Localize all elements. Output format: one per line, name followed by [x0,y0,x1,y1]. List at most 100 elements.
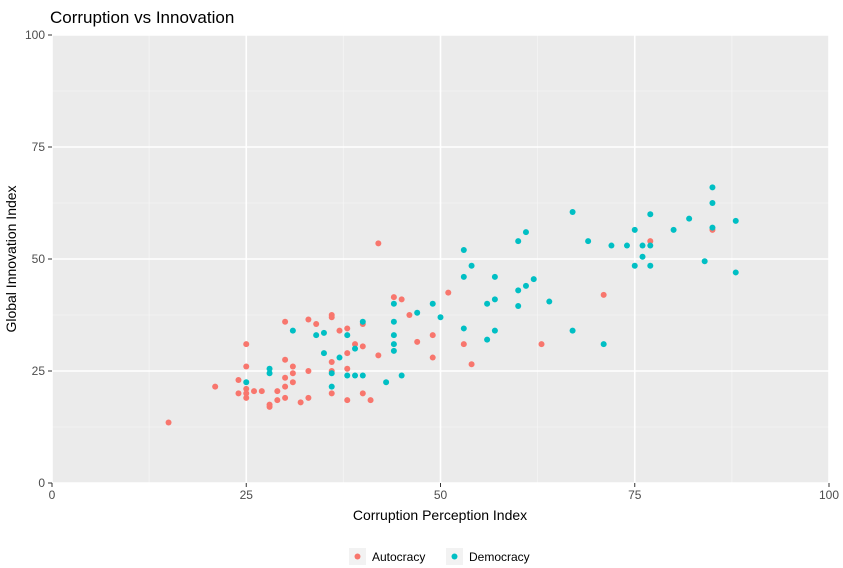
data-point-democracy [515,287,522,294]
data-point-autocracy [328,390,335,397]
data-point-democracy [639,253,646,260]
x-axis-title: Corruption Perception Index [353,507,527,523]
data-point-autocracy [647,238,654,245]
data-point-democracy [414,309,421,316]
y-tick-label: 100 [25,28,45,42]
data-point-democracy [491,327,498,334]
data-point-democracy [390,318,397,325]
data-point-autocracy [600,291,607,298]
data-point-democracy [639,242,646,249]
data-point-democracy [336,354,343,361]
legend-label-autocracy: Autocracy [372,550,425,564]
x-tick-label: 25 [240,488,254,502]
data-point-democracy [647,211,654,218]
data-point-autocracy [243,394,250,401]
data-point-democracy [546,298,553,305]
data-point-democracy [320,329,327,336]
data-point-democracy [313,332,320,339]
data-point-autocracy [460,341,467,348]
data-point-democracy [569,208,576,215]
data-point-autocracy [359,390,366,397]
data-point-autocracy [429,354,436,361]
data-point-democracy [709,184,716,191]
data-point-autocracy [165,419,172,426]
y-tick-label: 0 [38,476,45,490]
y-tick-label: 25 [32,364,46,378]
data-point-autocracy [344,397,351,404]
data-point-autocracy [375,352,382,359]
legend: Autocracy Democracy [349,548,530,565]
data-point-democracy [585,238,592,245]
data-point-democracy [732,217,739,224]
data-point-democracy [390,332,397,339]
data-point-autocracy [352,341,359,348]
data-point-democracy [631,262,638,269]
data-point-autocracy [274,397,281,404]
data-point-autocracy [251,388,258,395]
x-tick-label: 0 [49,488,56,502]
data-point-democracy [460,325,467,332]
data-point-autocracy [243,390,250,397]
y-tick-label: 75 [32,140,46,154]
data-point-democracy [460,273,467,280]
data-point-democracy [670,226,677,233]
data-point-democracy [515,303,522,310]
y-tick-label: 50 [32,252,46,266]
data-point-autocracy [289,370,296,377]
data-point-democracy [701,258,708,265]
data-point-autocracy [328,314,335,321]
data-point-autocracy [406,312,413,318]
data-point-autocracy [297,399,304,406]
data-point-democracy [569,327,576,334]
data-point-autocracy [274,388,281,395]
data-point-autocracy [344,365,351,372]
data-point-democracy [328,370,335,377]
data-point-democracy [530,276,537,283]
data-point-autocracy [305,368,312,374]
data-point-autocracy [336,327,343,334]
data-point-democracy [515,238,522,245]
data-point-democracy [491,296,498,303]
data-point-autocracy [282,318,289,325]
data-point-democracy [429,300,436,307]
data-point-democracy [468,262,475,269]
data-point-democracy [437,314,444,321]
data-point-democracy [320,350,327,357]
data-point-autocracy [282,394,289,401]
data-point-democracy [289,327,296,334]
data-point-democracy [359,318,366,325]
data-point-democracy [686,215,693,222]
data-point-autocracy [538,341,545,348]
data-point-democracy [647,242,654,249]
data-point-autocracy [429,332,436,339]
data-point-autocracy [344,325,351,332]
data-point-democracy [266,365,273,372]
data-points [165,184,739,426]
data-point-democracy [709,200,716,206]
data-point-autocracy [328,359,335,366]
legend-symbol-autocracy [354,553,361,560]
data-point-autocracy [258,388,265,395]
data-point-autocracy [289,379,296,386]
data-point-autocracy [243,341,250,348]
data-point-democracy [491,273,498,280]
chart-title: Corruption vs Innovation [50,8,234,27]
data-point-autocracy [282,383,289,390]
data-point-democracy [243,379,250,386]
data-point-democracy [359,372,366,379]
data-point-autocracy [266,403,273,410]
data-point-democracy [623,242,630,249]
axis-ticks: 0 25 50 75 100 0 25 50 75 100 [25,28,839,502]
legend-symbol-democracy [451,553,458,560]
x-tick-label: 75 [628,488,642,502]
data-point-autocracy [282,356,289,363]
data-point-democracy [484,300,491,307]
data-point-autocracy [414,338,421,345]
data-point-autocracy [235,390,242,397]
data-point-democracy [631,226,638,233]
data-point-autocracy [243,385,250,392]
data-point-democracy [352,372,359,379]
data-point-autocracy [390,294,397,301]
data-point-autocracy [235,376,242,383]
